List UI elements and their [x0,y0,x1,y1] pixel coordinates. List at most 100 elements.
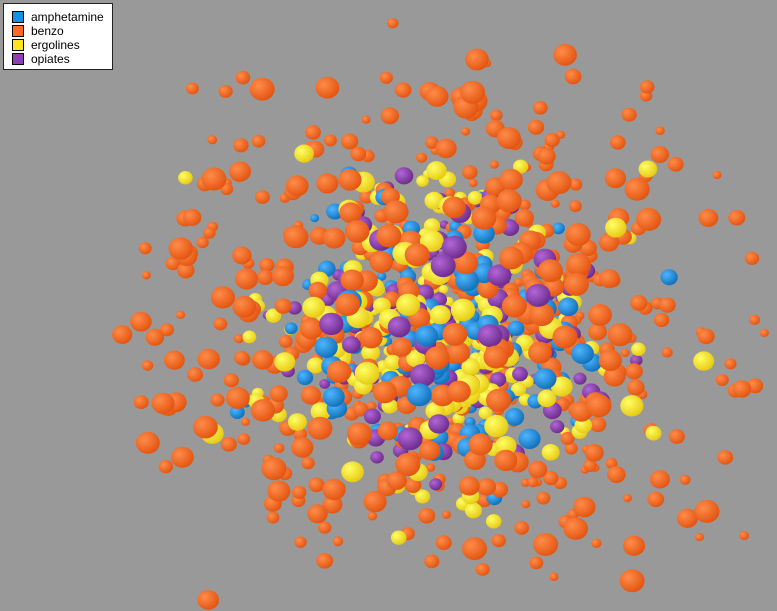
point-benzo [532,101,548,115]
point-opiates [629,354,643,367]
point-amphetamine [571,343,594,364]
point-benzo [340,133,359,150]
point-ergolines [438,284,449,294]
point-benzo [372,381,397,404]
point-benzo [424,554,440,569]
point-benzo [621,107,637,122]
point-benzo [213,317,228,331]
point-benzo [168,237,193,260]
point-benzo [300,385,322,405]
point-ergolines [450,298,476,322]
point-benzo [610,135,626,150]
point-benzo [586,394,612,418]
point-benzo [477,478,497,496]
point-benzo [569,200,582,213]
point-amphetamine [406,383,432,407]
point-benzo [533,533,559,556]
point-opiates [428,414,450,434]
point-benzo [661,347,673,358]
point-ergolines [513,159,529,174]
point-benzo [251,350,274,370]
point-benzo [521,500,531,509]
point-benzo [461,127,471,136]
point-ergolines [452,412,465,425]
legend-item-benzo[interactable]: benzo [12,24,112,38]
point-amphetamine [229,405,245,420]
point-benzo [292,485,307,499]
point-benzo [145,328,165,346]
point-ergolines [426,161,447,181]
point-opiates [477,324,503,347]
point-benzo [271,265,294,287]
legend-label: amphetamine [31,10,104,24]
point-benzo [514,521,530,535]
legend-item-amphetamine[interactable]: amphetamine [12,10,112,24]
point-ergolines [461,358,481,376]
point-benzo [528,341,552,364]
point-opiates [490,372,507,387]
point-benzo [653,312,670,328]
legend-swatch-ergolines [12,39,24,51]
legend-item-opiates[interactable]: opiates [12,52,112,66]
point-benzo [462,165,478,180]
point-opiates [487,264,512,287]
point-benzo [569,178,583,191]
point-benzo [223,373,239,388]
point-amphetamine [296,369,314,386]
point-benzo [210,286,235,309]
point-benzo [498,246,524,270]
point-opiates [512,366,528,382]
point-benzo [359,190,374,204]
point-ergolines [478,406,493,420]
point-ergolines [306,357,325,374]
point-benzo [165,256,181,271]
point-benzo [468,433,493,456]
point-benzo [491,534,506,548]
point-benzo [419,440,441,461]
point-benzo [759,328,769,337]
point-benzo [344,220,370,243]
point-benzo [462,537,487,561]
point-benzo [307,416,333,440]
point-benzo [316,173,339,194]
point-ergolines [242,330,257,344]
point-ergolines [302,296,326,318]
point-ergolines [467,191,483,205]
point-benzo [332,536,344,547]
point-benzo [301,456,315,470]
point-benzo [346,422,372,446]
point-benzo [404,477,422,493]
point-benzo [141,271,151,280]
point-benzo [497,127,521,149]
point-benzo [676,508,698,528]
legend-label: opiates [31,52,70,66]
point-benzo [605,457,618,469]
point-benzo [468,179,478,188]
point-ergolines [341,461,364,483]
point-amphetamine [660,269,678,286]
point-benzo [619,569,645,593]
point-benzo [588,323,607,341]
point-benzo [294,536,307,548]
point-benzo [471,206,497,230]
point-benzo [630,295,648,311]
legend-item-ergolines[interactable]: ergolines [12,38,112,52]
point-benzo [241,417,251,426]
point-benzo [739,531,749,541]
point-benzo [435,535,452,550]
point-opiates [363,408,381,425]
point-benzo [460,80,486,104]
point-benzo [350,146,367,162]
point-benzo [197,348,220,370]
point-benzo [210,393,225,407]
point-benzo [187,367,204,382]
point-benzo [335,293,361,316]
point-benzo [233,334,244,344]
point-benzo [425,86,449,107]
point-benzo [544,133,560,148]
point-benzo [203,227,216,239]
point-ergolines [390,530,407,545]
point-benzo [307,504,328,524]
point-amphetamine [533,368,557,389]
